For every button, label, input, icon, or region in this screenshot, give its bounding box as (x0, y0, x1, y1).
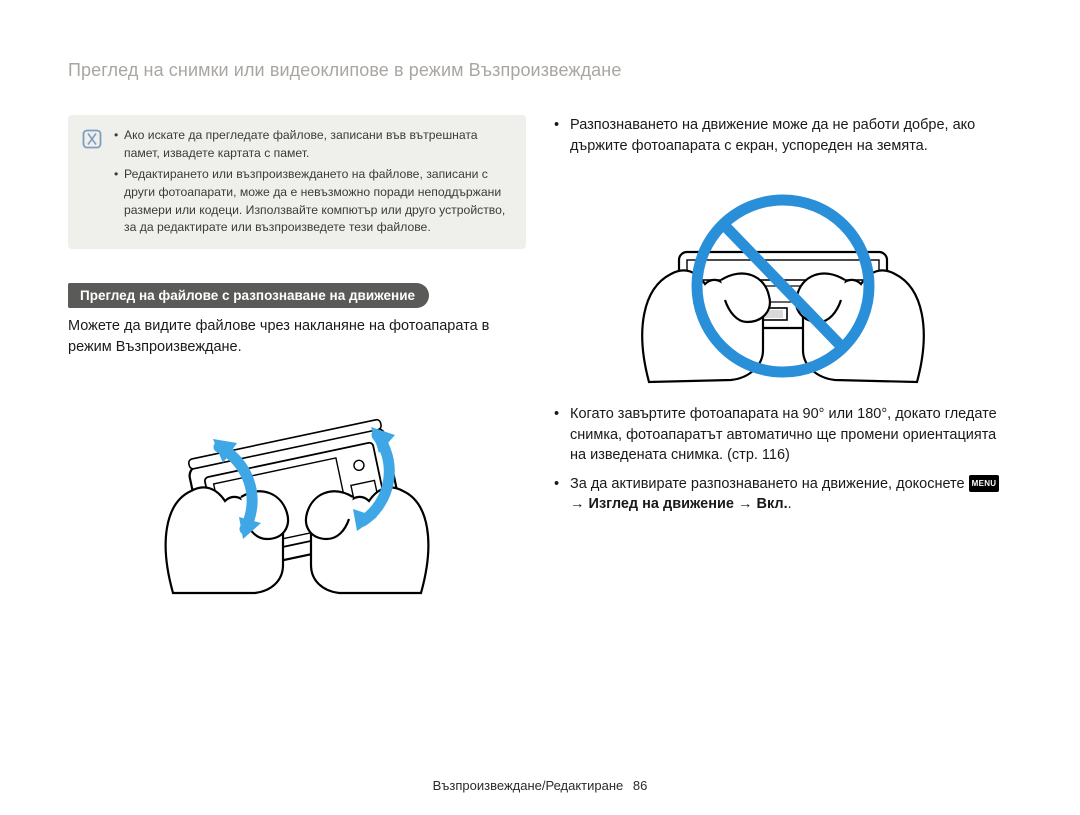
section-intro: Можете да видите файлове чрез накланяне … (68, 316, 526, 357)
list-text: Разпознаването на движение може да не ра… (570, 115, 1012, 156)
right-column: • Разпознаването на движение може да не … (554, 115, 1012, 607)
list-text: Когато завъртите фотоапарата на 90° или … (570, 404, 1012, 466)
flat-hold-illustration (554, 182, 1012, 392)
info-note-list: • Ако искате да прегледате файлове, запи… (114, 127, 512, 237)
section-subhead: Преглед на файлове с разпознаване на дви… (68, 283, 429, 308)
bullet-icon: • (114, 166, 118, 237)
page-number: 86 (633, 778, 647, 793)
list-text: За да активирате разпознаването на движе… (570, 474, 1012, 515)
info-icon (82, 127, 102, 237)
list-item: • Разпознаването на движение може да не … (554, 115, 1012, 156)
list-item: • Когато завъртите фотоапарата на 90° ил… (554, 404, 1012, 466)
bullet-icon: • (554, 474, 562, 515)
note-item: • Редактирането или възпроизвеждането на… (114, 166, 512, 237)
bullet-icon: • (554, 404, 562, 466)
info-note-box: • Ако искате да прегледате файлове, запи… (68, 115, 526, 249)
page-footer: Възпроизвеждане/Редактиране 86 (0, 778, 1080, 793)
note-item: • Ако искате да прегледате файлове, запи… (114, 127, 512, 162)
page-title: Преглед на снимки или видеоклипове в реж… (68, 60, 1012, 81)
footer-text: Възпроизвеждане/Редактиране (433, 778, 624, 793)
menu-badge-icon: MENU (969, 475, 1000, 492)
note-text: Редактирането или възпроизвеждането на ф… (124, 166, 512, 237)
left-column: • Ако искате да прегледате файлове, запи… (68, 115, 526, 607)
bullet-icon: • (554, 115, 562, 156)
note-text: Ако искате да прегледате файлове, записа… (124, 127, 512, 162)
tilt-illustration (68, 383, 526, 603)
list-item: • За да активирате разпознаването на дви… (554, 474, 1012, 515)
bullet-icon: • (114, 127, 118, 162)
